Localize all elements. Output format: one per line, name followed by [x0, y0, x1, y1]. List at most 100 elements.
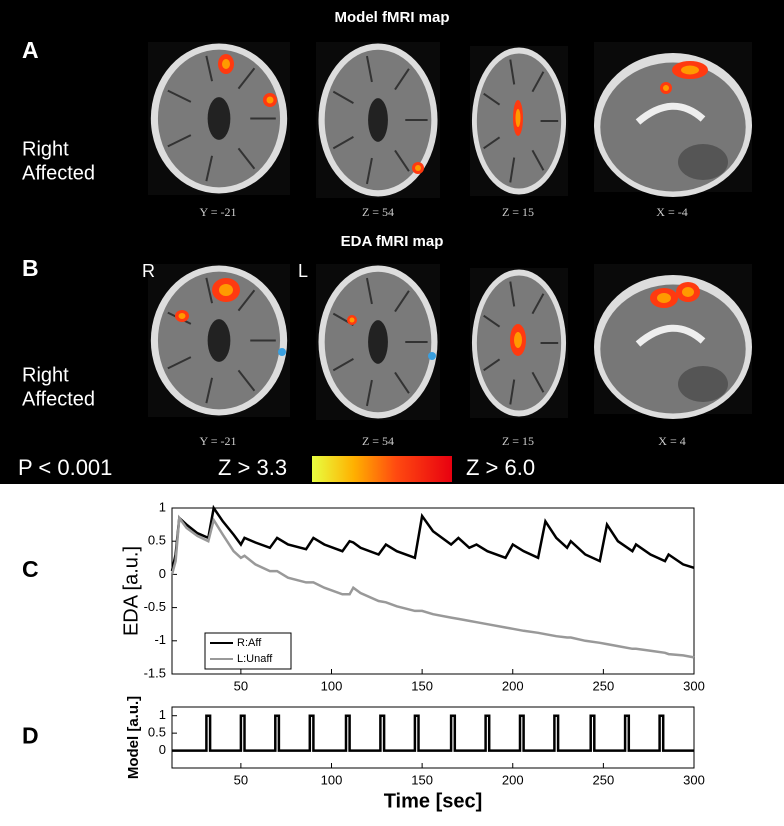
corpus-callosum	[635, 102, 706, 125]
y-tick-label: 0.5	[148, 533, 166, 548]
x-tick-label: 300	[683, 678, 705, 693]
orientation-label: R	[142, 261, 155, 281]
x-axis-label: Time [sec]	[384, 790, 483, 812]
x-tick-label: 100	[321, 772, 343, 787]
panel-label: D	[22, 723, 39, 749]
side-label: Affected	[22, 388, 95, 410]
activation-core	[682, 287, 694, 297]
slice-coordinate: Y = -21	[200, 434, 237, 448]
y-axis-label: Model [a.u.]	[125, 696, 142, 779]
side-label: Right	[22, 364, 69, 386]
activation-core	[219, 284, 233, 296]
series-line	[172, 714, 694, 752]
sulcus	[205, 55, 214, 82]
y-tick-label: 0	[159, 742, 166, 757]
activation	[278, 348, 286, 356]
sulcus	[332, 358, 354, 372]
sulcus	[167, 356, 192, 370]
sulcus	[394, 290, 410, 313]
panel-title: EDA fMRI map	[341, 233, 444, 250]
y-tick-label: 1	[159, 707, 166, 722]
activation-core	[514, 332, 522, 348]
cerebellum	[678, 144, 728, 180]
slice-coordinate: Z = 54	[362, 434, 394, 448]
x-tick-label: 150	[411, 772, 433, 787]
plot-area	[171, 706, 695, 769]
y-tick-label: 0.5	[148, 725, 166, 740]
x-tick-label: 250	[593, 772, 615, 787]
sulcus	[237, 289, 256, 312]
y-tick-label: -1	[154, 632, 166, 647]
side-label: Right	[22, 138, 69, 160]
sulcus	[237, 67, 256, 90]
x-tick-label: 50	[234, 772, 248, 787]
x-tick-label: 200	[502, 772, 524, 787]
x-tick-label: 200	[502, 678, 524, 693]
sulcus	[483, 358, 501, 372]
sulcus	[237, 147, 256, 170]
x-tick-label: 150	[411, 678, 433, 693]
orientation-label: L	[298, 261, 308, 281]
sulcus	[509, 157, 516, 183]
y-tick-label: -1.5	[144, 665, 166, 680]
x-tick-label: 50	[234, 678, 248, 693]
sulcus	[509, 59, 516, 85]
ventricle	[368, 320, 388, 364]
sulcus	[483, 314, 501, 328]
ventricle	[368, 98, 388, 142]
sulcus	[394, 68, 410, 91]
panel-label: B	[22, 255, 39, 281]
sulcus	[237, 369, 256, 392]
sulcus	[205, 277, 214, 304]
sulcus	[205, 377, 214, 404]
sulcus	[394, 149, 410, 172]
slice-coordinate: Y = -21	[200, 205, 237, 219]
panel-label: C	[22, 556, 39, 582]
side-label: Affected	[22, 162, 95, 184]
activation-core	[349, 317, 355, 323]
panel-title: Model fMRI map	[335, 9, 450, 26]
colorbar	[312, 456, 452, 482]
activation-core	[681, 65, 699, 75]
sulcus	[509, 281, 516, 307]
activation-core	[657, 293, 671, 303]
y-tick-label: 0	[159, 566, 166, 581]
x-tick-label: 250	[593, 678, 615, 693]
corpus-callosum	[635, 324, 706, 347]
sulcus	[483, 92, 501, 106]
sulcus	[365, 157, 373, 185]
slice-coordinate: Z = 54	[362, 205, 394, 219]
panel-label: A	[22, 37, 39, 63]
x-tick-label: 100	[321, 678, 343, 693]
activation	[428, 352, 436, 360]
sulcus	[531, 71, 545, 93]
sulcus	[365, 55, 373, 83]
threshold-label: P < 0.001	[18, 455, 112, 480]
cerebellum	[678, 366, 728, 402]
ventricle	[207, 319, 231, 362]
colorbar-min-label: Z > 3.3	[218, 455, 287, 480]
legend	[204, 632, 292, 670]
sulcus	[332, 136, 354, 150]
series-line	[170, 504, 695, 572]
sulcus	[205, 155, 214, 182]
sulcus	[394, 371, 410, 394]
activation-core	[415, 165, 421, 171]
activation-core	[663, 85, 669, 91]
colorbar-max-label: Z > 6.0	[466, 455, 535, 480]
sulcus	[531, 293, 545, 315]
sulcus	[332, 90, 354, 104]
sulcus	[531, 149, 545, 171]
activation-core	[266, 96, 274, 104]
ventricle	[207, 97, 231, 140]
legend-label: L:Unaff	[237, 653, 273, 665]
slice-coordinate: Z = 15	[502, 434, 534, 448]
sulcus	[167, 89, 192, 103]
legend-label: R:Aff	[237, 637, 262, 649]
sulcus	[365, 277, 373, 305]
sulcus	[509, 379, 516, 405]
activation-core	[515, 109, 521, 127]
slice-coordinate: Z = 15	[502, 205, 534, 219]
slice-coordinate: X = 4	[658, 434, 685, 448]
